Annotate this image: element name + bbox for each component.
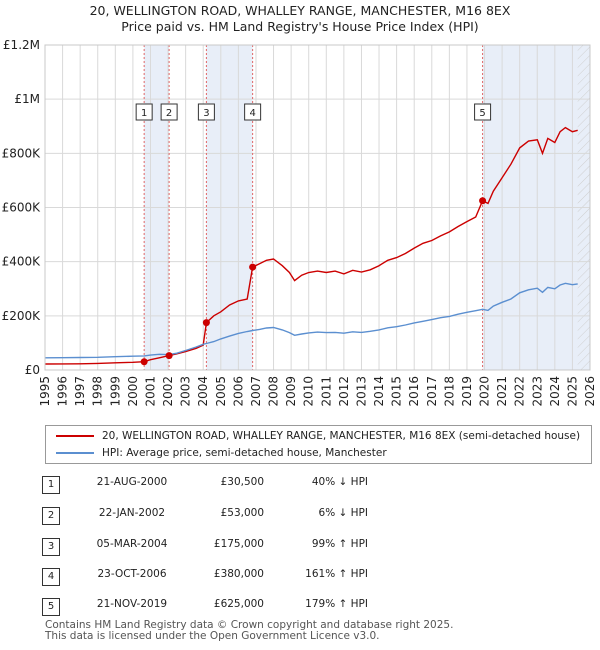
transaction-date: 23-OCT-2006 xyxy=(97,568,167,580)
x-tick-label: 1998 xyxy=(91,376,105,407)
sale-number-label: 2 xyxy=(166,108,172,119)
transaction-number: 3 xyxy=(42,538,60,556)
sale-number-box xyxy=(474,103,492,121)
y-tick-label: £1.2M xyxy=(3,38,40,52)
transaction-hpi: 161% ↑ HPI xyxy=(305,568,368,580)
table-row: 5 21-NOV-2019 £625,000 179% ↑ HPI xyxy=(42,592,402,620)
sale-point xyxy=(249,263,257,271)
transaction-number: 2 xyxy=(42,507,60,525)
x-tick-label: 2003 xyxy=(179,376,193,407)
x-tick-label: 2004 xyxy=(196,376,210,407)
x-tick-label: 2000 xyxy=(126,376,140,407)
sale-number-box xyxy=(160,103,178,121)
transaction-price: £625,000 xyxy=(213,598,264,610)
x-tick-label: 2008 xyxy=(267,376,281,407)
x-tick-label: 2025 xyxy=(565,376,579,407)
x-tick-label: 1999 xyxy=(108,376,122,407)
footer-licence: This data is licensed under the Open Gov… xyxy=(45,630,380,642)
x-tick-label: 2023 xyxy=(530,376,544,407)
x-tick-label: 2005 xyxy=(214,376,228,407)
sale-point xyxy=(202,319,210,327)
sale-number-label: 5 xyxy=(479,108,485,119)
x-tick-label: 2011 xyxy=(319,376,333,407)
x-tick-label: 2026 xyxy=(583,376,597,407)
transaction-date: 22-JAN-2002 xyxy=(98,507,166,519)
x-tick-label: 2012 xyxy=(337,376,351,407)
x-tick-label: 2006 xyxy=(231,376,245,407)
chart-title: 20, WELLINGTON ROAD, WHALLEY RANGE, MANC… xyxy=(89,3,511,18)
sale-point xyxy=(479,197,487,205)
x-tick-label: 1995 xyxy=(38,376,52,407)
x-tick-label: 2016 xyxy=(407,376,421,407)
footer-copyright: Contains HM Land Registry data © Crown c… xyxy=(45,619,454,631)
x-tick-label: 2014 xyxy=(372,376,386,407)
transaction-price: £380,000 xyxy=(213,568,264,580)
legend-item-price: 20, WELLINGTON ROAD, WHALLEY RANGE, MANC… xyxy=(56,428,580,444)
y-tick-label: £600K xyxy=(2,201,42,215)
x-tick-label: 2015 xyxy=(390,376,404,407)
transaction-number: 4 xyxy=(42,568,60,586)
legend: 20, WELLINGTON ROAD, WHALLEY RANGE, MANC… xyxy=(45,425,592,464)
sale-point xyxy=(165,352,173,360)
transaction-number: 1 xyxy=(42,476,60,494)
x-tick-label: 2022 xyxy=(513,376,527,407)
x-tick-label: 2018 xyxy=(442,376,456,407)
legend-label-price: 20, WELLINGTON ROAD, WHALLEY RANGE, MANC… xyxy=(102,430,581,442)
transaction-hpi: 179% ↑ HPI xyxy=(305,598,368,610)
transaction-hpi: 40% ↓ HPI xyxy=(311,476,368,488)
y-tick-label: £400K xyxy=(2,255,42,269)
x-tick-label: 2007 xyxy=(249,376,263,407)
footer: Contains HM Land Registry data © Crown c… xyxy=(45,620,453,642)
table-row: 3 05-MAR-2004 £175,000 99% ↑ HPI xyxy=(42,532,402,560)
table-row: 4 23-OCT-2006 £380,000 161% ↑ HPI xyxy=(42,562,402,590)
legend-swatch-hpi xyxy=(56,452,94,454)
legend-label-hpi: HPI: Average price, semi-detached house,… xyxy=(102,447,387,459)
y-tick-label: £0 xyxy=(25,363,40,377)
transaction-number: 5 xyxy=(42,598,60,616)
x-tick-label: 2001 xyxy=(143,376,157,407)
hpi-series-line xyxy=(44,282,578,359)
transaction-date: 05-MAR-2004 xyxy=(96,538,168,550)
sale-point xyxy=(140,358,148,366)
sale-number-box xyxy=(135,103,153,121)
y-tick-label: £1M xyxy=(14,92,40,106)
x-tick-label: 2019 xyxy=(460,376,474,407)
chart-subtitle: Price paid vs. HM Land Registry's House … xyxy=(121,19,479,34)
sale-number-label: 3 xyxy=(203,108,209,119)
transaction-date: 21-AUG-2000 xyxy=(96,476,168,488)
legend-swatch-price xyxy=(56,435,94,437)
y-tick-label: £200K xyxy=(2,309,42,323)
sale-number-label: 1 xyxy=(141,108,147,119)
x-tick-label: 2017 xyxy=(425,376,439,407)
x-tick-label: 2009 xyxy=(284,376,298,407)
sale-number-box xyxy=(197,103,215,121)
table-row: 2 22-JAN-2002 £53,000 6% ↓ HPI xyxy=(42,501,402,529)
x-tick-label: 2002 xyxy=(161,376,175,407)
plot-border xyxy=(44,44,591,371)
x-tick-label: 2024 xyxy=(548,376,562,407)
transaction-price: £30,500 xyxy=(220,476,264,488)
legend-item-hpi: HPI: Average price, semi-detached house,… xyxy=(56,445,387,461)
table-row: 1 21-AUG-2000 £30,500 40% ↓ HPI xyxy=(42,470,402,498)
price-series-line xyxy=(44,126,578,365)
transaction-hpi: 6% ↓ HPI xyxy=(318,507,368,519)
x-tick-label: 2021 xyxy=(495,376,509,407)
transaction-hpi: 99% ↑ HPI xyxy=(311,538,368,550)
transaction-price: £175,000 xyxy=(213,538,264,550)
x-tick-label: 1997 xyxy=(73,376,87,407)
y-tick-label: £800K xyxy=(2,146,42,160)
x-tick-label: 2020 xyxy=(478,376,492,407)
transaction-date: 21-NOV-2019 xyxy=(96,598,168,610)
sale-number-box xyxy=(244,103,262,121)
transaction-price: £53,000 xyxy=(220,507,264,519)
sale-number-label: 4 xyxy=(249,108,255,119)
x-tick-label: 1996 xyxy=(56,376,70,407)
x-tick-label: 2013 xyxy=(354,376,368,407)
x-tick-label: 2010 xyxy=(302,376,316,407)
